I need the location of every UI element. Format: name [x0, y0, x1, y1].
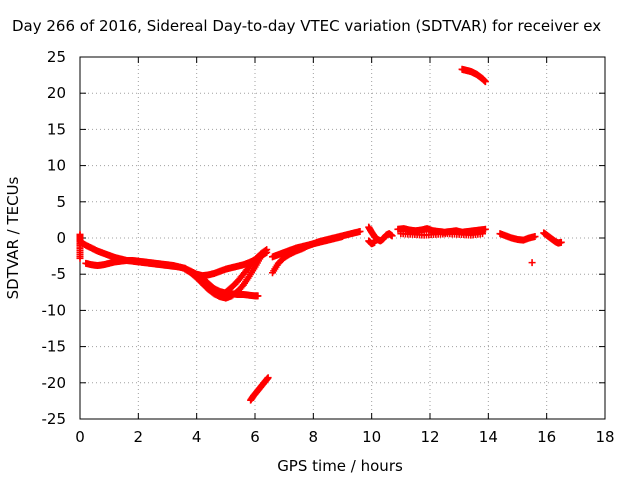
data-point	[356, 227, 364, 235]
x-tick-label: 14	[479, 428, 498, 446]
y-tick-label: -20	[42, 374, 67, 392]
series-arc-high	[458, 65, 489, 86]
x-tick-label: 18	[595, 428, 614, 446]
y-tick-label: 5	[56, 193, 66, 211]
x-tick-label: 6	[250, 428, 260, 446]
y-axis-label: SDTVAR / TECUs	[4, 176, 22, 299]
data-point	[76, 254, 84, 262]
data-point	[531, 233, 539, 241]
series-arc-sixteen	[540, 229, 565, 247]
data-point	[388, 232, 396, 240]
series-arc-main-lower	[82, 256, 189, 272]
x-tick-label: 8	[309, 428, 319, 446]
y-tick-label: 20	[47, 84, 66, 102]
data-point	[339, 233, 346, 241]
data-point	[371, 238, 379, 246]
y-tick-label: 0	[56, 229, 66, 247]
x-tick-label: 12	[420, 428, 439, 446]
data-points	[76, 65, 565, 404]
data-point	[262, 246, 269, 254]
tick-labels: 0 2 4 6 8 10 12 14 16 18 -25 -20 -15 -10 -5 0 5 10 15 20 25	[42, 48, 615, 446]
y-tick-label: 15	[47, 120, 66, 138]
data-point	[481, 78, 489, 86]
data-point	[254, 292, 262, 300]
y-tick-label: -5	[51, 265, 66, 283]
y-tick-label: -10	[42, 301, 67, 319]
chart-title: Day 266 of 2016, Sidereal Day-to-day VTE…	[12, 17, 601, 35]
y-tick-label: -25	[42, 410, 67, 428]
series-arc-recovery-lower	[269, 233, 346, 261]
x-tick-label: 10	[362, 428, 381, 446]
y-tick-label: 10	[47, 157, 66, 175]
series-outlier-fifteen	[528, 259, 536, 267]
data-point	[264, 374, 272, 382]
data-point	[481, 225, 489, 233]
axis-ticks	[79, 56, 606, 420]
data-point	[528, 259, 536, 267]
x-tick-label: 0	[75, 428, 85, 446]
x-axis-label: GPS time / hours	[277, 457, 403, 475]
series-arc-low	[247, 374, 272, 404]
y-tick-label: 25	[47, 48, 66, 66]
x-tick-label: 4	[192, 428, 202, 446]
data-point	[557, 238, 565, 246]
data-point	[263, 246, 271, 254]
data-point	[479, 230, 486, 238]
series-edge-left	[76, 230, 84, 262]
x-tick-label: 2	[134, 428, 144, 446]
y-tick-label: -15	[42, 338, 67, 356]
series-arc-twelve-low	[397, 230, 486, 239]
series-arc-fourteen	[496, 230, 539, 244]
series-arc-ten-low	[365, 237, 379, 248]
series-arc-rising	[216, 246, 271, 300]
x-tick-label: 16	[537, 428, 556, 446]
series-arc-ten	[365, 223, 396, 245]
